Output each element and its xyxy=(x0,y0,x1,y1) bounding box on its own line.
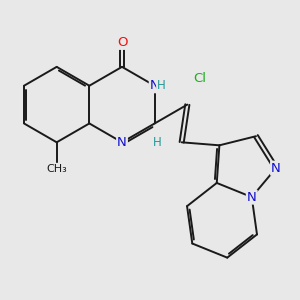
Text: N: N xyxy=(117,136,127,149)
Text: N: N xyxy=(247,190,256,204)
Text: H: H xyxy=(153,136,161,149)
Text: CH₃: CH₃ xyxy=(46,164,67,174)
Text: H: H xyxy=(157,79,166,92)
Text: N: N xyxy=(271,162,281,175)
Text: O: O xyxy=(117,36,127,49)
Text: N: N xyxy=(150,79,160,92)
Text: Cl: Cl xyxy=(193,72,206,86)
